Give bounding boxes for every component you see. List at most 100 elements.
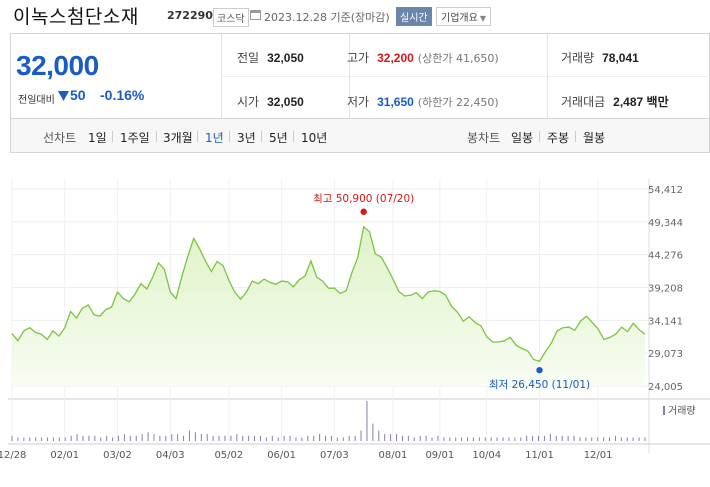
volume-bar	[632, 437, 634, 441]
volume-bar	[396, 434, 398, 441]
upper-limit: (상한가 41,650)	[417, 52, 499, 65]
volume-bar	[467, 437, 469, 441]
period-1y[interactable]: 1년	[205, 131, 224, 145]
volume-bar	[390, 434, 392, 441]
period-3m[interactable]: 3개월	[163, 131, 193, 145]
volume-bar	[183, 435, 185, 441]
volume-bar	[425, 435, 427, 441]
volume-bar	[106, 435, 108, 441]
volume-bar	[561, 435, 563, 441]
volume-bar	[277, 437, 279, 441]
candle-weekly[interactable]: 주봉	[547, 131, 570, 145]
volume-bar	[555, 435, 557, 441]
calendar-icon	[250, 10, 261, 20]
stock-code: 272290	[167, 9, 213, 22]
volume-bar	[76, 434, 78, 441]
price-chart-svg: 54,412 49,344 44,276 39,208 34,141 29,073 24,0…	[0, 179, 710, 461]
volume-bar	[407, 435, 409, 441]
base-date: 2023.12.28 기준(장마감)	[264, 11, 390, 24]
volume-bar	[472, 437, 474, 441]
volume-bar	[609, 437, 611, 441]
company-info-button[interactable]: 기업개요 ▼	[436, 7, 491, 26]
high-stat: 고가 32,200 (상한가 41,650)	[347, 49, 499, 66]
volume-bar	[123, 434, 125, 441]
period-5y[interactable]: 5년	[269, 131, 288, 145]
volume-bar	[342, 437, 344, 441]
divider	[261, 131, 262, 142]
price-line	[11, 225, 646, 363]
volume-bar	[401, 435, 403, 441]
volume-bar	[289, 435, 291, 441]
volume-bar	[573, 435, 575, 441]
x-tick-label: 04/03	[156, 450, 185, 461]
x-tick-label: 05/02	[214, 450, 243, 461]
x-tick-label: 12/01	[584, 450, 613, 461]
divider	[575, 131, 576, 142]
divider	[229, 131, 230, 142]
price-chart[interactable]: 54,412 49,344 44,276 39,208 34,141 29,073 24,0…	[0, 153, 710, 483]
volume-bar	[626, 437, 628, 441]
candle-daily[interactable]: 일봉	[511, 131, 534, 145]
x-axis: 12/28 02/01 03/02 04/03 05/02 06/01 07/03 08/01…	[0, 450, 613, 461]
market-badge: 코스닥	[213, 8, 249, 27]
divider	[547, 34, 548, 118]
volume-bar	[378, 430, 380, 441]
volume-bar	[94, 435, 96, 441]
volume-bar	[520, 437, 522, 441]
high-annotation: 최고 50,900 (07/20)	[313, 193, 414, 205]
volume-bar	[496, 437, 498, 441]
volume-bar	[354, 435, 356, 441]
volume-stat: 거래량 78,041	[561, 49, 639, 66]
volume-bar	[526, 435, 528, 441]
candle-chart-label: 봉차트	[467, 131, 501, 145]
volume-bars	[11, 401, 646, 441]
y-tick-label: 29,073	[648, 349, 683, 360]
volume-bar	[242, 435, 244, 441]
x-tick-label: 09/01	[425, 450, 454, 461]
volume-bar	[532, 435, 534, 441]
volume-bar	[11, 435, 13, 441]
candle-monthly[interactable]: 월봉	[583, 131, 606, 145]
volume-bar	[313, 435, 315, 441]
x-tick-label: 12/28	[0, 450, 26, 461]
realtime-button[interactable]: 실시간	[396, 7, 432, 26]
x-tick-label: 07/03	[320, 450, 349, 461]
divider	[539, 131, 540, 142]
volume-bar	[283, 435, 285, 441]
period-10y[interactable]: 10년	[301, 131, 328, 145]
x-tick-label: 11/01	[525, 450, 554, 461]
volume-bar	[567, 435, 569, 441]
volume-bar	[437, 435, 439, 441]
volume-bar	[177, 434, 179, 441]
volume-bar	[413, 437, 415, 441]
period-1w[interactable]: 1주일	[120, 131, 150, 145]
volume-bar	[549, 434, 551, 441]
volume-bar	[484, 437, 486, 441]
volume-bar	[614, 435, 616, 441]
volume-bar	[171, 434, 173, 441]
period-3y[interactable]: 3년	[237, 131, 256, 145]
open-label: 시가	[237, 95, 260, 109]
y-tick-label: 24,005	[648, 382, 683, 393]
volume-bar	[206, 434, 208, 441]
period-1d[interactable]: 1일	[88, 131, 107, 145]
change-percent: -0.16%	[100, 87, 145, 103]
volume-bar	[58, 437, 60, 441]
volume-bar	[330, 435, 332, 441]
volume-bar	[644, 437, 646, 441]
stock-name: 이녹스첨단소재	[13, 6, 139, 28]
volume-bar	[141, 434, 143, 441]
volume-bar	[248, 435, 250, 441]
divider	[349, 34, 350, 118]
volume-bar	[147, 432, 149, 441]
volume-bar	[70, 435, 72, 441]
volume-legend-swatch	[663, 406, 665, 415]
x-tick-label: 08/01	[379, 450, 408, 461]
y-tick-label: 54,412	[648, 185, 683, 196]
open-value: 32,050	[267, 95, 304, 109]
volume-bar	[194, 432, 196, 441]
volume-bar	[419, 435, 421, 441]
prev-close-value: 32,050	[267, 51, 304, 65]
volume-bar	[64, 437, 66, 441]
y-tick-label: 39,208	[648, 284, 683, 295]
